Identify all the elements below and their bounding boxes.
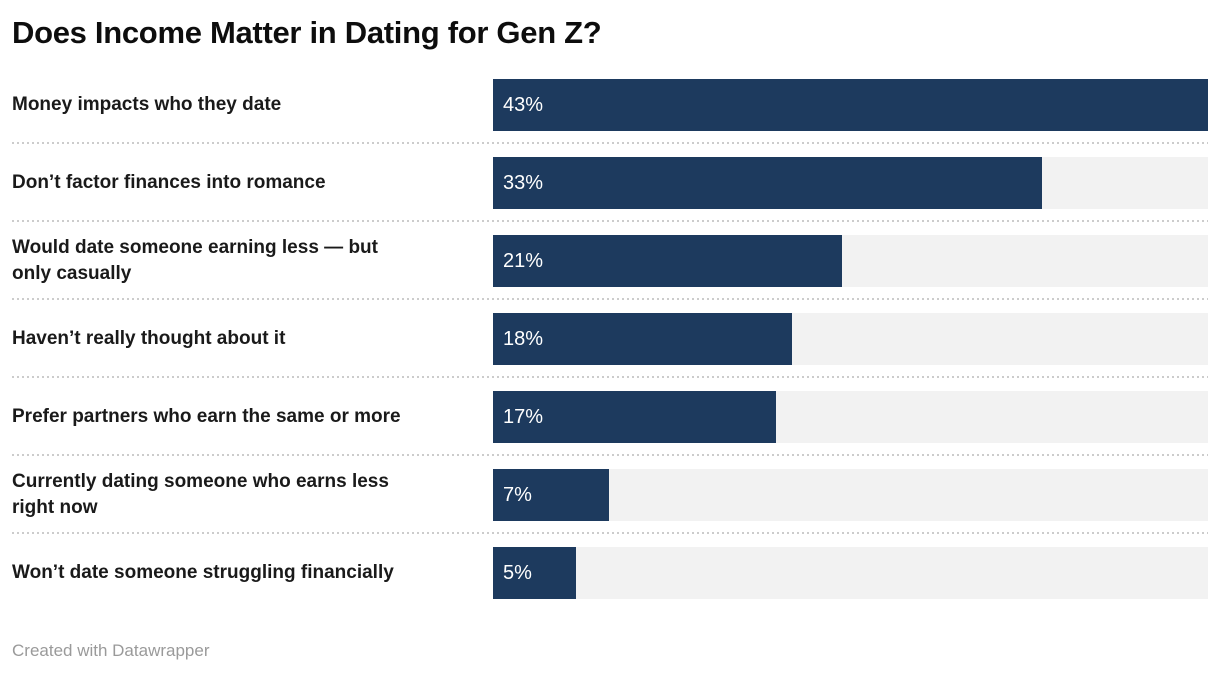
bar-label: Money impacts who they date xyxy=(12,94,282,115)
chart-title: Does Income Matter in Dating for Gen Z? xyxy=(12,15,602,50)
bar-row: Currently dating someone who earns less … xyxy=(12,456,1208,534)
bar-row: Don’t factor finances into romance 33% xyxy=(12,144,1208,222)
bar-row: Haven’t really thought about it 18% xyxy=(12,300,1208,378)
bar-label: Haven’t really thought about it xyxy=(12,328,286,349)
bar-fill: 21% xyxy=(493,235,843,287)
bar-value-label: 21% xyxy=(503,249,544,272)
bar-label: Would date someone earning less — but on… xyxy=(12,237,378,284)
bar-row: Would date someone earning less — but on… xyxy=(12,222,1208,300)
bar-track: 7% xyxy=(493,469,1208,521)
bar-rows: Money impacts who they date 43% Don’t fa… xyxy=(12,66,1208,612)
bar-fill: 43% xyxy=(493,79,1208,131)
bar-row: Prefer partners who earn the same or mor… xyxy=(12,378,1208,456)
bar-value-label: 5% xyxy=(503,561,532,584)
bar-value-label: 7% xyxy=(503,483,532,506)
bar-track: 43% xyxy=(493,79,1208,131)
bar-label: Prefer partners who earn the same or mor… xyxy=(12,406,401,427)
bar-label: Won’t date someone struggling financiall… xyxy=(12,562,394,583)
bar-fill: 33% xyxy=(493,157,1042,209)
bar-track: 18% xyxy=(493,313,1208,365)
bar-fill: 17% xyxy=(493,391,776,443)
bar-value-label: 18% xyxy=(503,327,544,350)
bar-value-label: 17% xyxy=(503,405,544,428)
bar-track: 21% xyxy=(493,235,1208,287)
bar-fill: 5% xyxy=(493,547,577,599)
bar-track: 17% xyxy=(493,391,1208,443)
bar-value-label: 33% xyxy=(503,171,544,194)
bar-track: 33% xyxy=(493,157,1208,209)
bar-fill: 7% xyxy=(493,469,610,521)
bar-track: 5% xyxy=(493,547,1208,599)
bar-label: Currently dating someone who earns less … xyxy=(12,471,389,518)
bar-fill: 18% xyxy=(493,313,793,365)
bar-value-label: 43% xyxy=(503,93,544,116)
bar-label: Don’t factor finances into romance xyxy=(12,172,326,193)
bar-row: Money impacts who they date 43% xyxy=(12,66,1208,144)
footer-credit: Created with Datawrapper xyxy=(12,641,210,660)
bar-row: Won’t date someone struggling financiall… xyxy=(12,534,1208,612)
